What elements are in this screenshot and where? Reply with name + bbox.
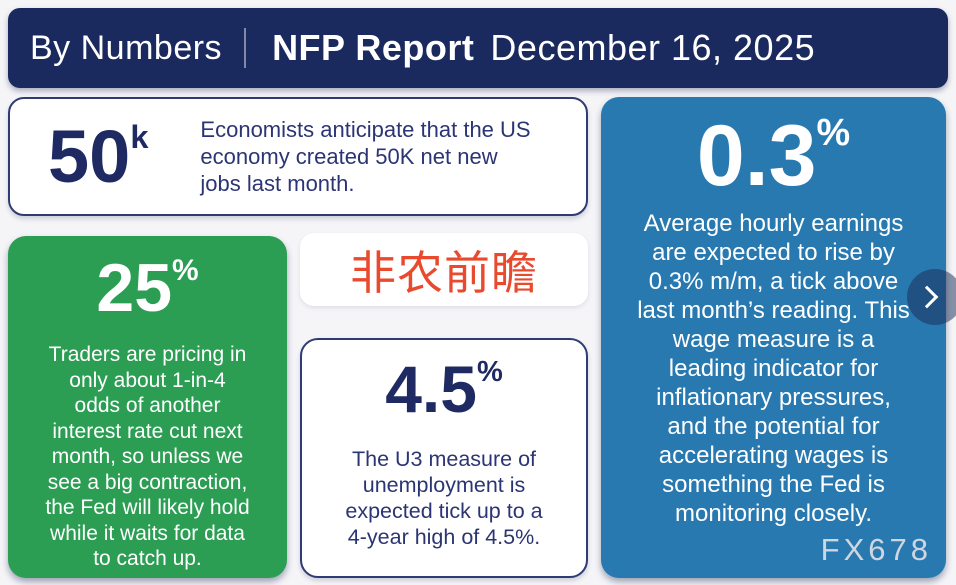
unemployment-unit: % bbox=[476, 355, 503, 388]
earnings-value: 0.3% bbox=[601, 97, 946, 199]
jobs-unit: k bbox=[130, 119, 149, 156]
unemployment-number: 4.5 bbox=[385, 352, 477, 426]
rate-cut-value: 25% bbox=[8, 254, 287, 322]
jobs-number: 50 bbox=[48, 114, 131, 198]
rate-cut-number: 25 bbox=[96, 250, 173, 326]
unemployment-description: The U3 measure of unemployment is expect… bbox=[345, 447, 543, 549]
header-brand: By Numbers bbox=[30, 28, 223, 67]
chevron-right-icon bbox=[915, 285, 939, 309]
earnings-unit: % bbox=[816, 112, 851, 155]
preview-label: 非农前瞻 bbox=[350, 246, 538, 299]
card-rate-cut-odds: 25% Traders are pricing in only about 1-… bbox=[8, 236, 287, 578]
earnings-description: Average hourly earnings are expected to … bbox=[637, 210, 910, 527]
card-unemployment: 4.5% The U3 measure of unemployment is e… bbox=[300, 338, 588, 578]
header-date: December 16, 2025 bbox=[490, 27, 816, 68]
rate-cut-description: Traders are pricing in only about 1-in-4… bbox=[45, 343, 250, 570]
rate-cut-unit: % bbox=[172, 253, 199, 287]
header-divider bbox=[244, 28, 247, 68]
preview-label-chip: 非农前瞻 bbox=[300, 233, 588, 306]
next-slide-button[interactable] bbox=[907, 269, 956, 325]
header-report-title: NFP Report bbox=[272, 27, 475, 68]
card-jobs-forecast: 50k Economists anticipate that the US ec… bbox=[8, 97, 588, 216]
header-bar: By Numbers NFP Report December 16, 2025 bbox=[8, 8, 948, 88]
earnings-number: 0.3 bbox=[696, 108, 817, 204]
jobs-value: 50k bbox=[48, 119, 149, 194]
jobs-description: Economists anticipate that the US econom… bbox=[200, 117, 531, 196]
watermark: FX678 bbox=[820, 532, 932, 567]
unemployment-value: 4.5% bbox=[302, 340, 586, 422]
card-hourly-earnings: 0.3% Average hourly earnings are expecte… bbox=[601, 97, 946, 578]
